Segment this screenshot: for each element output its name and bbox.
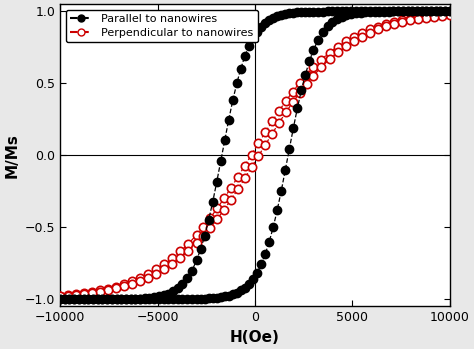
Y-axis label: M/Ms: M/Ms: [4, 133, 19, 178]
X-axis label: H(Oe): H(Oe): [230, 330, 280, 345]
Legend: Parallel to nanowires, Perpendicular to nanowires: Parallel to nanowires, Perpendicular to …: [65, 10, 258, 42]
